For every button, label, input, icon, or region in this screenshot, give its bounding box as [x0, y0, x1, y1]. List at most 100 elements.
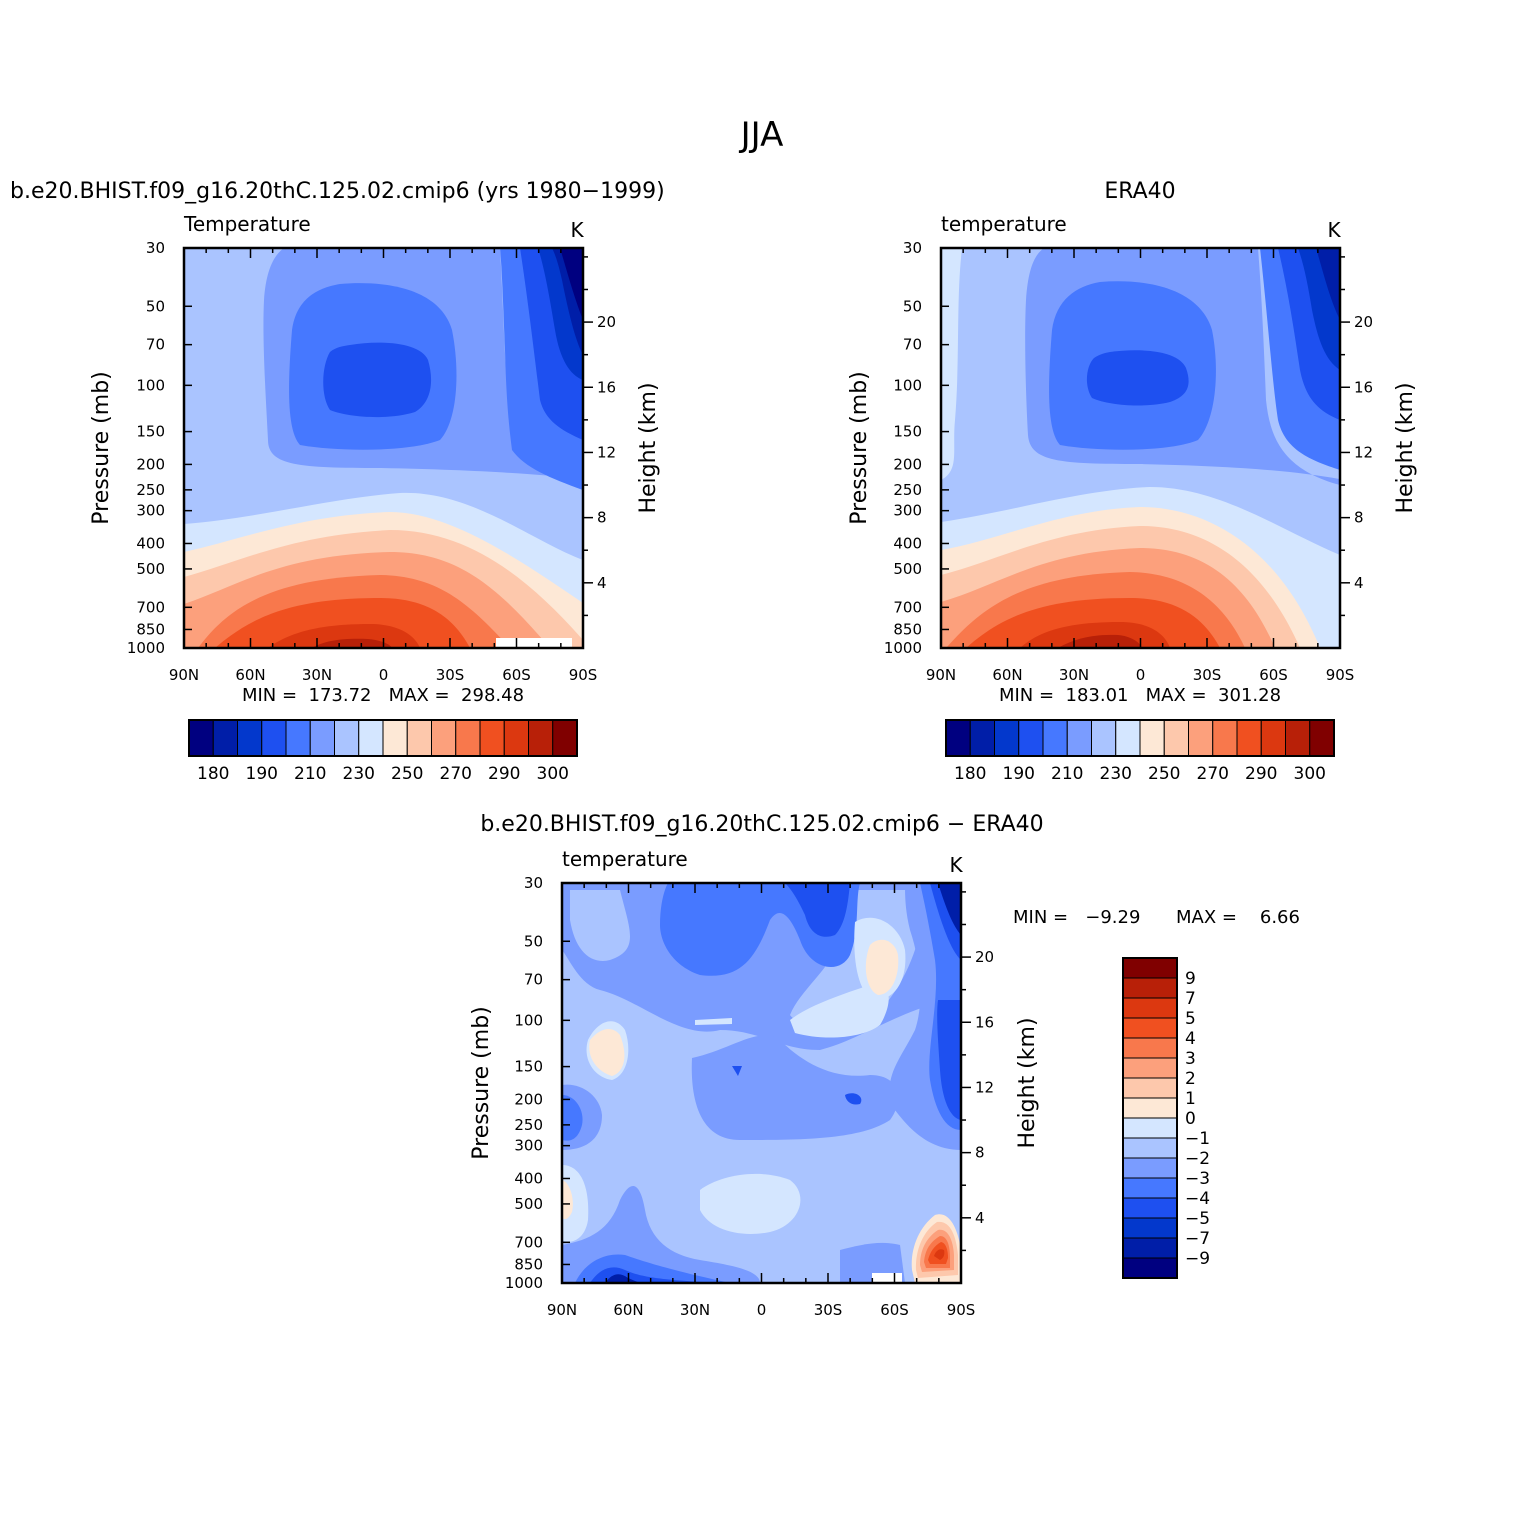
colorbar-frame: [188, 719, 578, 757]
obs-level-15: [1058, 634, 1142, 648]
diff-y-label: Pressure (mb): [469, 1006, 494, 1160]
colorbar-label: 190: [1003, 764, 1035, 784]
x-tick-label: 60S: [502, 666, 531, 684]
colorbar-swatch: [1139, 719, 1165, 757]
colorbar-swatch: [1188, 719, 1214, 757]
colorbar-swatch: [237, 719, 263, 757]
colorbar-label: 290: [488, 764, 520, 784]
colorbar-swatch: [1122, 1057, 1178, 1079]
y-tick-label: 850: [514, 1255, 543, 1273]
y-tick-label: 100: [893, 376, 922, 394]
colorbar-label: 3: [1185, 1049, 1196, 1069]
y-tick-label: 200: [514, 1090, 543, 1108]
y-tick-label: 700: [514, 1233, 543, 1251]
y-right-tick-label: 12: [597, 443, 616, 461]
x-tick-label: 60S: [880, 1301, 909, 1319]
model-variable-label: Temperature: [183, 212, 311, 236]
colorbar-frame: [1122, 957, 1178, 1279]
colorbar-label: 300: [537, 764, 569, 784]
colorbar-swatch: [1122, 1257, 1178, 1279]
colorbar-swatch: [1122, 977, 1178, 999]
x-tick-label: 0: [379, 666, 389, 684]
y-tick-label: 850: [893, 620, 922, 638]
y-tick-label: 1000: [884, 639, 922, 657]
diff-sw-warm-5: [934, 1249, 945, 1260]
diff-axis-ticks: 90N 60N 30N 0 30S 60S 90S 30 50 70 100 150 200 250 300…: [505, 874, 994, 1319]
diff-upper-minus2-patch: [570, 890, 630, 961]
colorbar-swatch: [261, 719, 287, 757]
diff-right-minus7: [938, 883, 961, 935]
y-tick-label: 30: [903, 239, 922, 257]
diff-title: b.e20.BHIST.f09_g16.20thC.125.02.cmip6 −…: [480, 812, 1043, 837]
colorbar-label: −2: [1185, 1149, 1210, 1169]
diff-pos0-c: [562, 1180, 573, 1220]
obs-axis-ticks: 90N 60N 30N 0 30S 60S 90S 30 50 70 100 150 200 250 300…: [884, 239, 1373, 684]
colorbar-label: 250: [391, 764, 423, 784]
colorbar-swatch: [358, 719, 384, 757]
x-tick-label: 90S: [569, 666, 598, 684]
y-tick-label: 500: [136, 560, 165, 578]
diff-lower-right-minus3: [840, 1242, 905, 1283]
colorbar-swatch: [1122, 1157, 1178, 1179]
colorbar-label: −1: [1185, 1129, 1210, 1149]
diff-dot-minus5b: [845, 1093, 862, 1105]
y-tick-label: 250: [514, 1116, 543, 1134]
colorbar-swatch: [1122, 1117, 1178, 1139]
y-tick-label: 70: [903, 336, 922, 354]
x-tick-label: 30S: [1193, 666, 1222, 684]
x-tick-label: 30N: [1059, 666, 1089, 684]
panel-obs: ERA40 temperature K 90N 60N 30N 0 30S 60S 90S 3…: [847, 179, 1418, 784]
panel-model: b.e20.BHIST.f09_g16.20thC.125.02.cmip6 (…: [10, 179, 665, 784]
y-tick-label: 300: [136, 502, 165, 520]
colorbar-swatch: [406, 719, 432, 757]
obs-y-label: Pressure (mb): [847, 371, 872, 525]
colorbar-label: 300: [1294, 764, 1326, 784]
y-right-tick-label: 16: [597, 378, 616, 396]
y-tick-label: 30: [146, 239, 165, 257]
colorbar-swatch: [1285, 719, 1311, 757]
colorbar-swatch: [1309, 719, 1335, 757]
x-tick-label: 60N: [235, 666, 265, 684]
colorbar-swatch: [1212, 719, 1238, 757]
diff-minus1-left: [562, 1165, 589, 1242]
y-right-tick-label: 8: [975, 1144, 985, 1162]
model-level-15: [312, 638, 392, 648]
y-tick-label: 500: [893, 560, 922, 578]
colorbar-swatch: [503, 719, 529, 757]
colorbar-swatch: [1122, 1177, 1178, 1199]
y-tick-label: 300: [514, 1137, 543, 1155]
model-missing-data: [496, 638, 572, 648]
colorbar-swatch: [188, 719, 214, 757]
x-tick-label: 90S: [947, 1301, 976, 1319]
colorbar-swatch: [1260, 719, 1286, 757]
obs-colorbar: 180 190 210 230 250 270 290 300: [945, 719, 1335, 784]
x-tick-label: 0: [757, 1301, 767, 1319]
model-axis-ticks: 90N 60N 30N 0 30S 60S 90S 30 50 70 100 150 200 250 300…: [127, 239, 616, 684]
y-tick-label: 30: [524, 874, 543, 892]
colorbar-swatch: [309, 719, 335, 757]
colorbar-swatch: [1122, 1017, 1178, 1039]
x-tick-label: 90N: [547, 1301, 577, 1319]
colorbar-label: 0: [1185, 1109, 1196, 1129]
colorbar-label: 230: [343, 764, 375, 784]
colorbar-label: 180: [954, 764, 986, 784]
y-right-tick-label: 8: [1354, 509, 1364, 527]
obs-contour-field: [941, 248, 1340, 648]
colorbar-swatch: [1163, 719, 1189, 757]
colorbar-swatch: [1122, 1217, 1178, 1239]
x-tick-label: 90N: [926, 666, 956, 684]
colorbar-swatch: [455, 719, 481, 757]
diff-missing-data: [872, 1273, 902, 1283]
y-right-tick-label: 20: [975, 948, 994, 966]
y-tick-label: 400: [893, 534, 922, 552]
colorbar-label: 9: [1185, 969, 1196, 989]
obs-level-4: [1086, 350, 1189, 406]
model-level-1: [560, 248, 583, 320]
colorbar-swatch: [479, 719, 505, 757]
y-tick-label: 400: [514, 1169, 543, 1187]
model-y-right-label: Height (km): [636, 382, 661, 513]
colorbar-label: −9: [1185, 1249, 1210, 1269]
y-right-tick-label: 20: [1354, 313, 1373, 331]
